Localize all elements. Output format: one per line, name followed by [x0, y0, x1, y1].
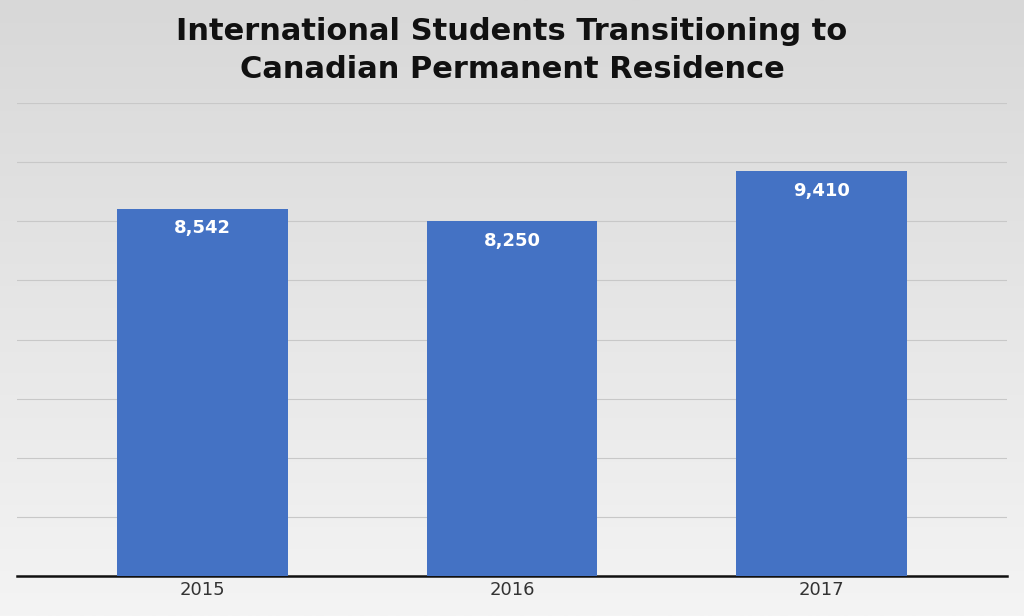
Text: 9,410: 9,410 [794, 182, 850, 200]
Bar [118, 209, 288, 577]
Bar [736, 171, 906, 577]
Bar [427, 221, 597, 577]
Text: 8,542: 8,542 [174, 219, 231, 237]
Title: International Students Transitioning to
Canadian Permanent Residence: International Students Transitioning to … [176, 17, 848, 84]
Text: 8,250: 8,250 [483, 232, 541, 250]
